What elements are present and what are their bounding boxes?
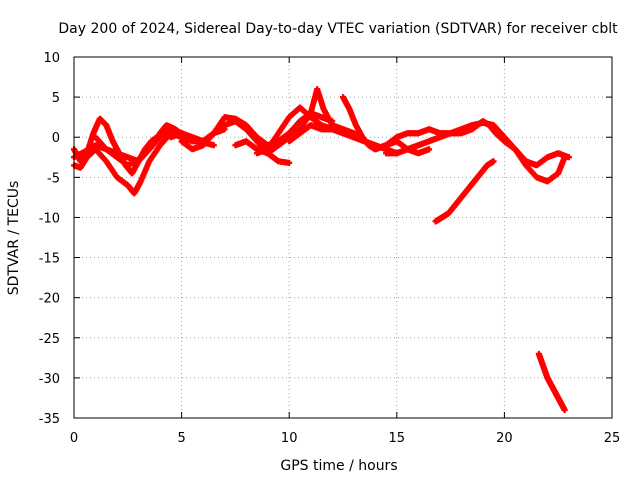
y-tick-label: -30 <box>39 372 60 387</box>
y-axis-label: SDTVAR / TECUs <box>6 181 22 296</box>
series-arc-12 <box>415 118 572 169</box>
x-tick-label: 0 <box>70 431 78 446</box>
y-tick-label: -20 <box>39 292 60 307</box>
y-tick-label: -35 <box>39 412 60 427</box>
data-point <box>561 406 568 413</box>
data-point <box>490 158 497 165</box>
data-point <box>286 159 293 166</box>
y-tick-label: -15 <box>39 252 60 267</box>
x-tick-label: 10 <box>281 431 298 446</box>
data-point <box>565 154 572 161</box>
x-tick-label: 20 <box>496 431 513 446</box>
series-arc-13 <box>432 158 497 225</box>
data-point <box>426 146 433 153</box>
series-arc-7 <box>232 86 368 157</box>
y-tick-label: -25 <box>39 332 60 347</box>
data-point <box>210 142 217 149</box>
y-tick-label: 5 <box>52 91 60 106</box>
chart-title: Day 200 of 2024, Sidereal Day-to-day VTE… <box>58 21 618 37</box>
x-tick-label: 25 <box>604 431 621 446</box>
plot-frame <box>73 56 613 419</box>
y-tick-label: -10 <box>39 211 60 226</box>
y-tick-label: 0 <box>52 131 60 146</box>
y-tick-label: -5 <box>47 171 60 186</box>
data-points <box>71 86 572 413</box>
x-tick-label: 5 <box>177 431 185 446</box>
y-tick-label: 10 <box>43 51 60 66</box>
series-arc-10 <box>340 94 422 153</box>
series-arc-6 <box>178 110 336 153</box>
x-tick-label: 15 <box>389 431 406 446</box>
series-arc-14 <box>535 350 568 413</box>
axis-ticks: 0 5 10 15 20 25 10 5 0 -5 -10 -15 -20 -25 -30 -35 <box>39 51 621 446</box>
x-axis-label: GPS time / hours <box>280 458 397 474</box>
